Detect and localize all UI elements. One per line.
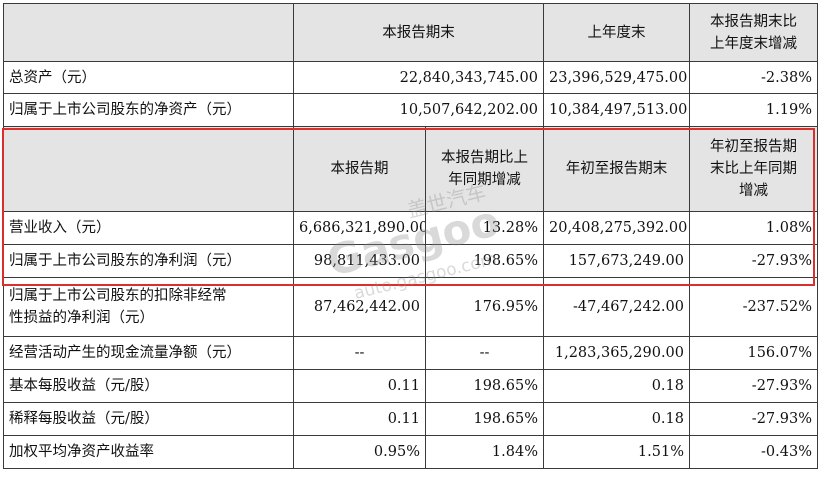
financial-summary-table: 本报告期末 上年度末 本报告期末比 上年度末增减 总资产（元） 22,840,3… (3, 3, 818, 469)
cell-value: 0.11 (293, 402, 426, 436)
table-row: 经营活动产生的现金流量净额（元） -- -- 1,283,365,290.00 … (3, 336, 818, 370)
table-row: 总资产（元） 22,840,343,745.00 23,396,529,475.… (3, 61, 818, 94)
cell-value: 6,686,321,890.00 (293, 211, 426, 245)
row-label: 加权平均净资产收益率 (3, 435, 294, 469)
cell-value: 198.65% (425, 369, 544, 403)
cell-value: -27.93% (689, 369, 818, 403)
row-label: 归属于上市公司股东的净利润（元） (3, 244, 294, 278)
table-row: 归属于上市公司股东的扣除非经常 性损益的净利润（元） 87,462,442.00… (3, 277, 818, 337)
cell-value: 1,283,365,290.00 (543, 336, 690, 370)
cell-value: 1.51% (543, 435, 690, 469)
cell-value: -47,467,242.00 (543, 277, 690, 337)
row-label: 归属于上市公司股东的净资产（元） (3, 93, 294, 127)
cell-value: 1.08% (689, 211, 818, 245)
row-label: 营业收入（元） (3, 211, 294, 245)
cell-value: 98,811,433.00 (293, 244, 426, 278)
cell-value: 20,408,275,392.00 (543, 211, 690, 245)
cell-value: 0.18 (543, 402, 690, 436)
table-row: 基本每股收益（元/股） 0.11 198.65% 0.18 -27.93% (3, 369, 818, 403)
cell-value: -- (293, 336, 426, 370)
cell-value: 10,384,497,513.00 (543, 93, 690, 127)
cell-value: 87,462,442.00 (293, 277, 426, 337)
header-blank-cell (3, 126, 294, 212)
table-row: 归属于上市公司股东的净资产（元） 10,507,642,202.00 10,38… (3, 93, 818, 127)
cell-value: 22,840,343,745.00 (293, 61, 544, 94)
cell-value: 1.19% (689, 93, 818, 127)
cell-value: -27.93% (689, 244, 818, 278)
header-ytd-change: 年初至报告期 末比上年同期 增减 (689, 126, 818, 212)
header-last-year-end: 上年度末 (543, 3, 690, 62)
row-label: 总资产（元） (3, 61, 294, 94)
table-row: 稀释每股收益（元/股） 0.11 198.65% 0.18 -27.93% (3, 402, 818, 436)
cell-value: 0.18 (543, 369, 690, 403)
table-row: 加权平均净资产收益率 0.95% 1.84% 1.51% -0.43% (3, 435, 818, 469)
cell-value: -27.93% (689, 402, 818, 436)
cell-value: 13.28% (425, 211, 544, 245)
cell-value: 23,396,529,475.00 (543, 61, 690, 94)
cell-value: -- (425, 336, 544, 370)
table-row: 营业收入（元） 6,686,321,890.00 13.28% 20,408,2… (3, 211, 818, 245)
cell-value: -0.43% (689, 435, 818, 469)
header-period-end: 本报告期末 (293, 3, 544, 62)
header-blank-cell (3, 3, 294, 62)
header-row-2: 本报告期 本报告期比上 年同期增减 年初至报告期末 年初至报告期 末比上年同期 … (3, 126, 818, 212)
table-row: 归属于上市公司股东的净利润（元） 98,811,433.00 198.65% 1… (3, 244, 818, 278)
cell-value: 157,673,249.00 (543, 244, 690, 278)
row-label: 稀释每股收益（元/股） (3, 402, 294, 436)
cell-value: -2.38% (689, 61, 818, 94)
cell-value: -237.52% (689, 277, 818, 337)
cell-value: 0.95% (293, 435, 426, 469)
header-row-1: 本报告期末 上年度末 本报告期末比 上年度末增减 (3, 3, 818, 62)
row-label: 归属于上市公司股东的扣除非经常 性损益的净利润（元） (3, 277, 294, 337)
cell-value: 156.07% (689, 336, 818, 370)
cell-value: 0.11 (293, 369, 426, 403)
header-change-vs-same-period: 本报告期比上 年同期增减 (425, 126, 544, 212)
cell-value: 10,507,642,202.00 (293, 93, 544, 127)
header-change-vs-last-year-end: 本报告期末比 上年度末增减 (689, 3, 818, 62)
cell-value: 198.65% (425, 244, 544, 278)
header-current-period: 本报告期 (293, 126, 426, 212)
header-year-to-date: 年初至报告期末 (543, 126, 690, 212)
cell-value: 176.95% (425, 277, 544, 337)
row-label: 经营活动产生的现金流量净额（元） (3, 336, 294, 370)
cell-value: 198.65% (425, 402, 544, 436)
row-label: 基本每股收益（元/股） (3, 369, 294, 403)
cell-value: 1.84% (425, 435, 544, 469)
